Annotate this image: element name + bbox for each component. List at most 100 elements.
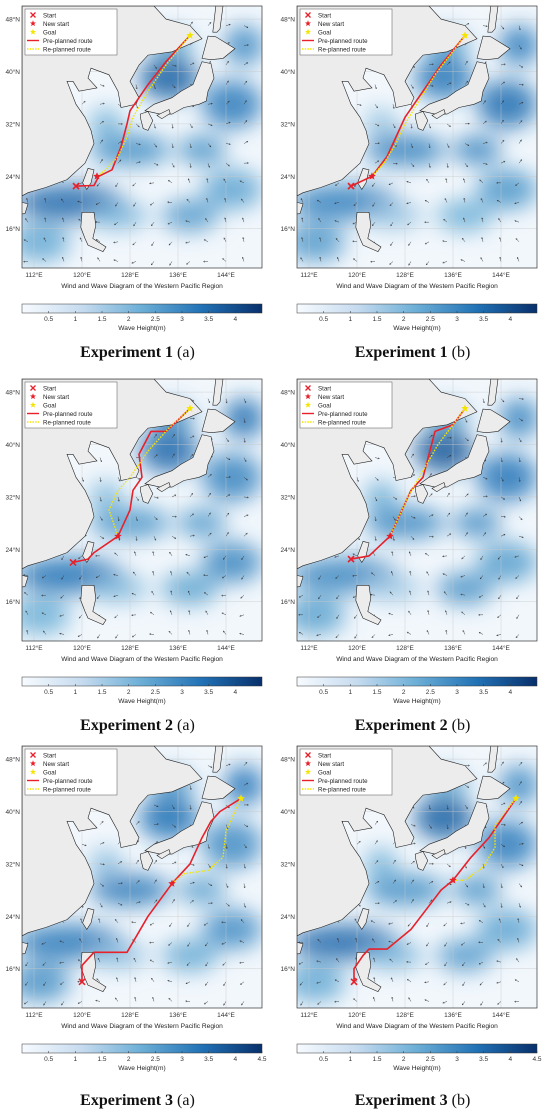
caption-experiment: Experiment 1 <box>80 344 173 361</box>
wave-blob <box>162 573 218 605</box>
wave-blob <box>437 573 493 605</box>
wave-blob <box>162 940 218 972</box>
map-title: Wind and Wave Diagram of the Western Pac… <box>336 656 498 663</box>
wave-blob <box>178 876 226 904</box>
colorbar-tick-label: 1.5 <box>97 1056 106 1063</box>
wave-blob <box>477 453 537 501</box>
colorbar-tick-label: 1.5 <box>372 1056 381 1063</box>
wave-blob <box>162 200 218 232</box>
legend-entry-label: Pre-planned route <box>318 38 368 45</box>
legend-entry-label: New start <box>43 21 69 28</box>
colorbar-tick-label: 1.5 <box>372 316 381 323</box>
lat-tick-label: 48°N <box>5 16 20 24</box>
lon-tick-label: 128°E <box>121 644 139 652</box>
lon-tick-label: 120°E <box>348 271 366 279</box>
legend-entry-label: New start <box>43 761 69 768</box>
wave-blob <box>477 169 537 209</box>
caption-experiment: Experiment 2 <box>355 717 448 734</box>
colorbar-tick-label: 1.5 <box>97 316 106 323</box>
lat-tick-label: 32°N <box>280 860 295 868</box>
lat-tick-label: 16°N <box>280 225 295 233</box>
lat-tick-label: 32°N <box>280 120 295 128</box>
wave-blob <box>202 453 262 501</box>
lon-tick-label: 144°E <box>217 1011 235 1019</box>
lat-tick-label: 40°N <box>5 808 20 816</box>
colorbar-tick-label: 0.5 <box>319 316 328 323</box>
lon-tick-label: 112°E <box>300 644 318 652</box>
lon-tick-label: 144°E <box>492 644 510 652</box>
wave-blob <box>477 909 537 949</box>
legend-entry-label: Goal <box>318 769 331 776</box>
lon-tick-label: 136°E <box>444 271 462 279</box>
colorbar-tick-label: 0.5 <box>44 1056 53 1063</box>
wave-blob <box>202 542 262 582</box>
legend-entry-label: Pre-planned route <box>43 778 93 785</box>
map-title: Wind and Wave Diagram of the Western Pac… <box>336 283 498 290</box>
lat-tick-label: 16°N <box>280 598 295 606</box>
colorbar-tick-label: 1 <box>74 1056 78 1063</box>
wave-blob <box>178 136 226 164</box>
colorbar-tick-label: 2 <box>402 689 406 696</box>
wave-blob <box>453 136 501 164</box>
lat-tick-label: 40°N <box>5 441 20 449</box>
colorbar-tick-label: 1.5 <box>97 689 106 696</box>
lat-tick-label: 48°N <box>5 756 20 764</box>
lon-tick-label: 112°E <box>25 271 43 279</box>
colorbar-tick-label: 4 <box>509 1056 513 1063</box>
lon-tick-label: 112°E <box>25 1011 43 1019</box>
colorbar-label: Wave Height(m) <box>393 698 440 705</box>
colorbar-tick-label: 2 <box>127 316 131 323</box>
lon-tick-label: 136°E <box>169 271 187 279</box>
map-title: Wind and Wave Diagram of the Western Pac… <box>61 1023 223 1030</box>
wave-blob <box>477 542 537 582</box>
legend-entry-label: Re-planned route <box>318 46 366 53</box>
lat-tick-label: 24°N <box>5 546 20 554</box>
wave-blob <box>88 942 148 970</box>
lon-tick-label: 120°E <box>73 1011 91 1019</box>
lat-tick-label: 24°N <box>280 173 295 181</box>
colorbar-tick-label: 3.5 <box>479 316 488 323</box>
colorbar-tick-label: 3.5 <box>479 689 488 696</box>
lon-tick-label: 120°E <box>73 644 91 652</box>
lat-tick-label: 16°N <box>5 965 20 973</box>
map-title: Wind and Wave Diagram of the Western Pac… <box>61 283 223 290</box>
lat-tick-label: 32°N <box>280 493 295 501</box>
lon-tick-label: 128°E <box>121 271 139 279</box>
caption-panel-letter: (a) <box>173 1092 195 1109</box>
colorbar-tick-label: 1 <box>349 1056 353 1063</box>
colorbar-tick-label: 0.5 <box>319 689 328 696</box>
colorbar-tick-label: 0.5 <box>319 1056 328 1063</box>
legend-entry-label: Pre-planned route <box>318 778 368 785</box>
lat-tick-label: 16°N <box>5 598 20 606</box>
lat-tick-label: 16°N <box>280 965 295 973</box>
lon-tick-label: 128°E <box>396 644 414 652</box>
lat-tick-label: 16°N <box>5 225 20 233</box>
legend-entry-label: Pre-planned route <box>43 411 93 418</box>
lon-tick-label: 128°E <box>396 271 414 279</box>
colorbar-tick-label: 2 <box>402 1056 406 1063</box>
panel-caption: Experiment 1 (a) <box>0 344 275 362</box>
panel-caption: Experiment 1 (b) <box>275 344 550 362</box>
colorbar-tick-label: 4 <box>234 689 238 696</box>
panel-caption: Experiment 3 (a) <box>0 1092 275 1110</box>
wave-blob <box>363 575 423 603</box>
legend-entry-label: Re-planned route <box>43 46 91 53</box>
lon-tick-label: 112°E <box>300 271 318 279</box>
lon-tick-label: 144°E <box>217 644 235 652</box>
colorbar-tick-label: 4 <box>509 689 513 696</box>
colorbar-tick-label: 2.5 <box>426 316 435 323</box>
caption-panel-letter: (a) <box>173 717 195 734</box>
wave-blob <box>88 202 148 230</box>
wave-blob <box>437 940 493 972</box>
lat-tick-label: 24°N <box>280 913 295 921</box>
caption-experiment: Experiment 1 <box>355 344 448 361</box>
legend-entry-label: Goal <box>318 29 331 36</box>
lon-tick-label: 112°E <box>25 644 43 652</box>
